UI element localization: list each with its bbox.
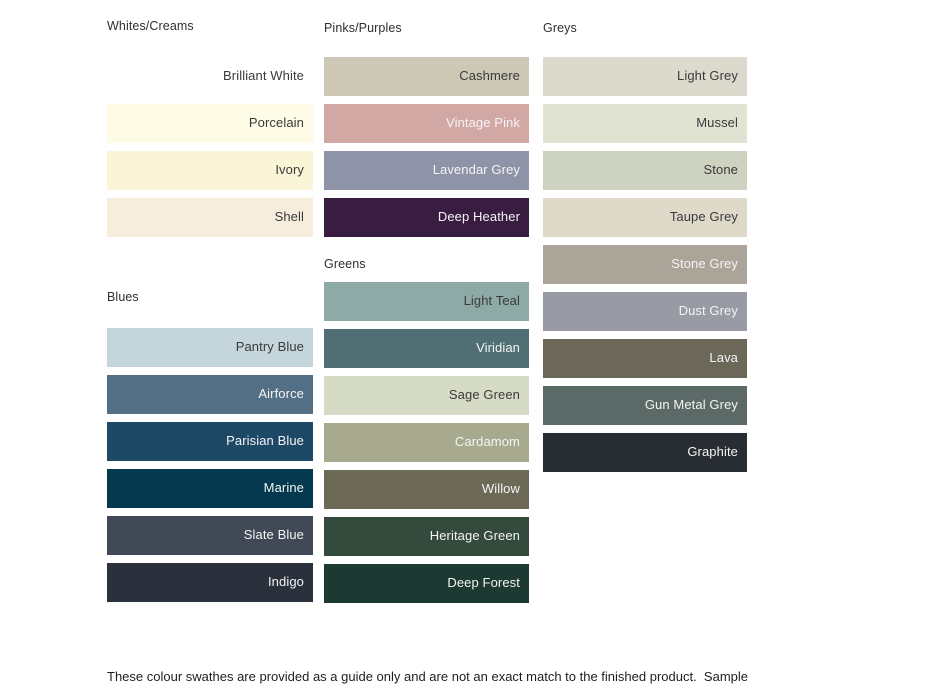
swatch-label-graphite: Graphite: [687, 443, 738, 459]
swatch-shell: Shell: [107, 198, 313, 237]
section-greens: Greens Light Teal Viridian Sage Green Ca…: [324, 257, 529, 603]
swatch-cardamom: Cardamom: [324, 423, 529, 462]
swatch-list-greens: Light Teal Viridian Sage Green Cardamom …: [324, 282, 529, 603]
swatch-list-blues: Pantry Blue Airforce Parisian Blue Marin…: [107, 328, 313, 602]
swatch-deep-heather: Deep Heather: [324, 198, 529, 237]
swatch-light-teal: Light Teal: [324, 282, 529, 321]
swatch-list-greys: Light Grey Mussel Stone Taupe Grey Stone…: [543, 57, 747, 472]
section-pinks-purples: Pinks/Purples Cashmere Vintage Pink Lave…: [324, 21, 529, 237]
swatch-label-mussel: Mussel: [696, 114, 738, 130]
swatch-parisian-blue: Parisian Blue: [107, 422, 313, 461]
section-greys: Greys Light Grey Mussel Stone Taupe Grey…: [543, 21, 747, 472]
swatch-label-sage-green: Sage Green: [448, 386, 520, 402]
swatch-willow: Willow: [324, 470, 529, 509]
swatch-label-brilliant-white: Brilliant White: [223, 67, 304, 83]
swatch-indigo: Indigo: [107, 563, 313, 602]
swatch-label-marine: Marine: [263, 479, 304, 495]
swatch-list-pinks-purples: Cashmere Vintage Pink Lavendar Grey Deep…: [324, 57, 529, 237]
swatch-label-stone: Stone: [703, 161, 738, 177]
swatch-graphite: Graphite: [543, 433, 747, 472]
swatch-label-vintage-pink: Vintage Pink: [446, 114, 520, 130]
swatch-label-light-grey: Light Grey: [677, 67, 738, 83]
swatch-lava: Lava: [543, 339, 747, 378]
section-title-greys: Greys: [543, 21, 577, 35]
swatch-label-ivory: Ivory: [275, 161, 304, 177]
swatch-brilliant-white: Brilliant White: [107, 57, 313, 96]
swatch-label-slate-blue: Slate Blue: [243, 526, 304, 542]
swatch-porcelain: Porcelain: [107, 104, 313, 143]
footer-disclaimer: These colour swathes are provided as a g…: [107, 638, 827, 700]
swatch-label-parisian-blue: Parisian Blue: [226, 432, 304, 448]
swatch-label-heritage-green: Heritage Green: [429, 527, 520, 543]
swatch-label-gun-metal-grey: Gun Metal Grey: [644, 396, 738, 412]
section-title-blues: Blues: [107, 290, 139, 304]
swatch-slate-blue: Slate Blue: [107, 516, 313, 555]
swatch-label-airforce: Airforce: [258, 385, 304, 401]
swatch-label-cardamom: Cardamom: [454, 433, 520, 449]
section-blues: Blues Pantry Blue Airforce Parisian Blue…: [107, 290, 313, 602]
swatch-ivory: Ivory: [107, 151, 313, 190]
swatch-label-light-teal: Light Teal: [463, 292, 520, 308]
swatch-label-dust-grey: Dust Grey: [678, 302, 738, 318]
swatch-label-viridian: Viridian: [476, 339, 520, 355]
swatch-label-cashmere: Cashmere: [459, 67, 520, 83]
swatch-vintage-pink: Vintage Pink: [324, 104, 529, 143]
swatch-label-deep-heather: Deep Heather: [437, 208, 520, 224]
swatch-cashmere: Cashmere: [324, 57, 529, 96]
swatch-label-willow: Willow: [481, 480, 520, 496]
swatch-label-lava: Lava: [709, 349, 738, 365]
swatch-taupe-grey: Taupe Grey: [543, 198, 747, 237]
section-whites-creams: Whites/Creams Brilliant White Porcelain …: [107, 19, 313, 237]
swatch-pantry-blue: Pantry Blue: [107, 328, 313, 367]
swatch-label-stone-grey: Stone Grey: [671, 255, 738, 271]
swatch-deep-forest: Deep Forest: [324, 564, 529, 603]
swatch-viridian: Viridian: [324, 329, 529, 368]
section-title-whites-creams: Whites/Creams: [107, 19, 194, 33]
swatch-stone: Stone: [543, 151, 747, 190]
footer-line-1: These colour swathes are provided as a g…: [107, 669, 748, 684]
swatch-label-shell: Shell: [274, 208, 304, 224]
swatch-heritage-green: Heritage Green: [324, 517, 529, 556]
swatch-label-deep-forest: Deep Forest: [447, 574, 520, 590]
swatch-label-porcelain: Porcelain: [248, 114, 304, 130]
swatch-stone-grey: Stone Grey: [543, 245, 747, 284]
swatch-label-taupe-grey: Taupe Grey: [669, 208, 738, 224]
swatch-sage-green: Sage Green: [324, 376, 529, 415]
swatch-mussel: Mussel: [543, 104, 747, 143]
swatch-label-indigo: Indigo: [267, 573, 304, 589]
swatch-lavendar-grey: Lavendar Grey: [324, 151, 529, 190]
swatch-gun-metal-grey: Gun Metal Grey: [543, 386, 747, 425]
swatch-label-lavendar-grey: Lavendar Grey: [432, 161, 520, 177]
swatch-dust-grey: Dust Grey: [543, 292, 747, 331]
swatch-light-grey: Light Grey: [543, 57, 747, 96]
section-title-greens: Greens: [324, 257, 366, 271]
swatch-label-pantry-blue: Pantry Blue: [235, 338, 304, 354]
swatch-airforce: Airforce: [107, 375, 313, 414]
swatch-list-whites-creams: Brilliant White Porcelain Ivory Shell: [107, 57, 313, 237]
swatch-marine: Marine: [107, 469, 313, 508]
section-title-pinks-purples: Pinks/Purples: [324, 21, 402, 35]
